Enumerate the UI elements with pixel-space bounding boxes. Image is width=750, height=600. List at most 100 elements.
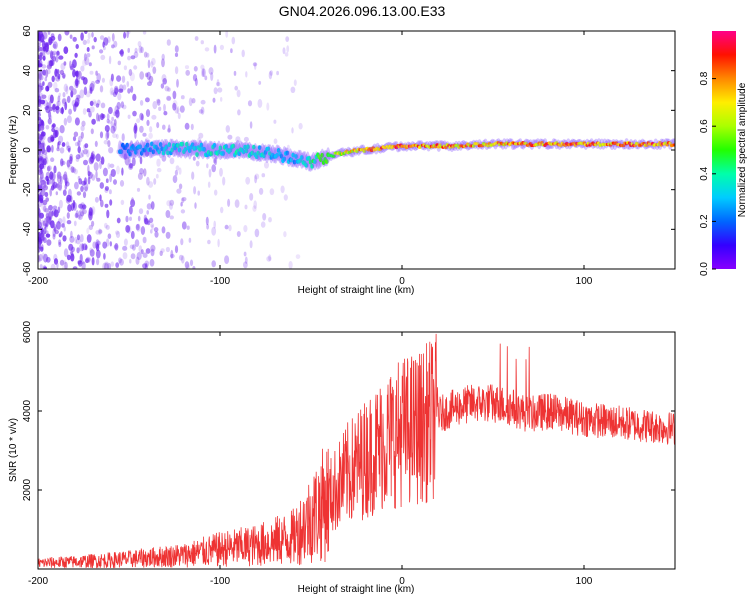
noise-blob xyxy=(102,167,108,177)
noise-blob xyxy=(96,177,101,182)
noise-blob xyxy=(111,44,115,49)
noise-blob xyxy=(90,80,96,88)
noise-blob xyxy=(146,203,152,210)
noise-blob xyxy=(87,32,91,40)
spectrogram-y-tick-label: 20 xyxy=(22,104,33,116)
noise-blob xyxy=(129,163,133,169)
noise-blob xyxy=(140,226,146,235)
noise-blob xyxy=(95,70,98,76)
noise-blob xyxy=(38,31,41,38)
noise-blob xyxy=(46,256,51,263)
noise-blob xyxy=(86,256,91,262)
noise-blob xyxy=(49,174,52,182)
noise-blob xyxy=(38,212,45,219)
noise-blob xyxy=(53,258,59,265)
noise-blob xyxy=(181,197,185,203)
noise-blob xyxy=(120,101,125,109)
noise-blob xyxy=(66,95,71,103)
noise-blob xyxy=(75,70,79,79)
noise-blob xyxy=(56,100,62,107)
noise-blob xyxy=(195,78,198,86)
noise-blob xyxy=(113,179,117,185)
noise-blob xyxy=(194,36,199,41)
noise-blob xyxy=(38,116,42,121)
noise-blob xyxy=(50,51,55,60)
noise-blob xyxy=(189,259,194,267)
noise-blob xyxy=(198,132,204,139)
noise-blob xyxy=(244,256,248,264)
noise-blob xyxy=(70,230,73,239)
noise-blob xyxy=(74,52,78,58)
ridge-core xyxy=(276,148,281,153)
noise-blob xyxy=(136,252,142,260)
noise-blob xyxy=(245,71,248,78)
ridge-core xyxy=(199,142,204,148)
noise-blob xyxy=(57,141,61,146)
noise-blob xyxy=(249,240,253,249)
noise-blob xyxy=(60,175,63,185)
noise-blob xyxy=(273,119,277,124)
noise-blob xyxy=(86,38,91,44)
noise-blob xyxy=(210,72,214,81)
noise-blob xyxy=(41,50,46,60)
spectrogram-x-tick-label: 100 xyxy=(576,276,593,287)
snr-xlabel: Height of straight line (km) xyxy=(298,584,415,595)
noise-blob xyxy=(114,87,119,95)
noise-blob xyxy=(228,224,232,232)
noise-blob xyxy=(53,209,59,218)
noise-blob xyxy=(100,54,106,61)
noise-blob xyxy=(139,168,144,175)
noise-blob xyxy=(69,85,74,91)
noise-blob xyxy=(40,229,45,238)
noise-blob xyxy=(172,102,177,111)
noise-blob xyxy=(53,81,58,90)
noise-blob xyxy=(38,42,42,47)
noise-blob xyxy=(42,55,46,61)
noise-blob xyxy=(192,266,196,269)
noise-blob xyxy=(95,153,101,162)
noise-blob xyxy=(107,233,112,239)
noise-blob xyxy=(49,94,54,104)
spectrogram-y-ticks: -60 -40 -20 0 20 40 60 xyxy=(22,25,675,276)
noise-blob xyxy=(40,99,46,105)
ridge-core xyxy=(645,143,649,147)
spectrogram-x-tick-label: 0 xyxy=(399,276,405,287)
noise-blob xyxy=(104,188,109,193)
noise-blob xyxy=(156,98,161,104)
noise-blob xyxy=(91,257,95,266)
noise-blob xyxy=(134,47,138,54)
noise-blob xyxy=(66,254,71,261)
noise-blob xyxy=(109,163,115,168)
noise-blob xyxy=(66,194,72,202)
noise-blob xyxy=(58,241,62,248)
noise-blob xyxy=(99,194,102,202)
noise-blob xyxy=(106,118,110,124)
noise-blob xyxy=(43,266,48,269)
ridge-core xyxy=(246,144,250,150)
noise-blob xyxy=(63,83,68,93)
noise-blob xyxy=(162,124,166,130)
noise-blob xyxy=(286,45,290,53)
noise-blob xyxy=(178,254,184,261)
noise-blob xyxy=(131,197,134,204)
noise-blob xyxy=(57,95,61,103)
noise-blob xyxy=(45,233,51,238)
noise-blob xyxy=(95,249,101,259)
noise-blob xyxy=(180,238,184,246)
noise-blob xyxy=(48,36,53,46)
noise-blob xyxy=(51,75,55,83)
noise-blob xyxy=(80,125,85,132)
noise-blob xyxy=(276,70,279,76)
noise-blob xyxy=(38,97,41,105)
noise-blob xyxy=(67,204,72,212)
ridge-halo xyxy=(203,140,208,157)
colorbar-tick-label: 0.8 xyxy=(699,71,710,85)
noise-blob xyxy=(109,77,114,87)
noise-blob xyxy=(86,53,91,58)
ridge-core xyxy=(125,142,129,148)
noise-blob xyxy=(48,204,53,211)
noise-blob xyxy=(77,260,83,267)
noise-blob xyxy=(76,234,81,241)
noise-blob xyxy=(75,210,79,218)
noise-blob xyxy=(184,65,190,70)
